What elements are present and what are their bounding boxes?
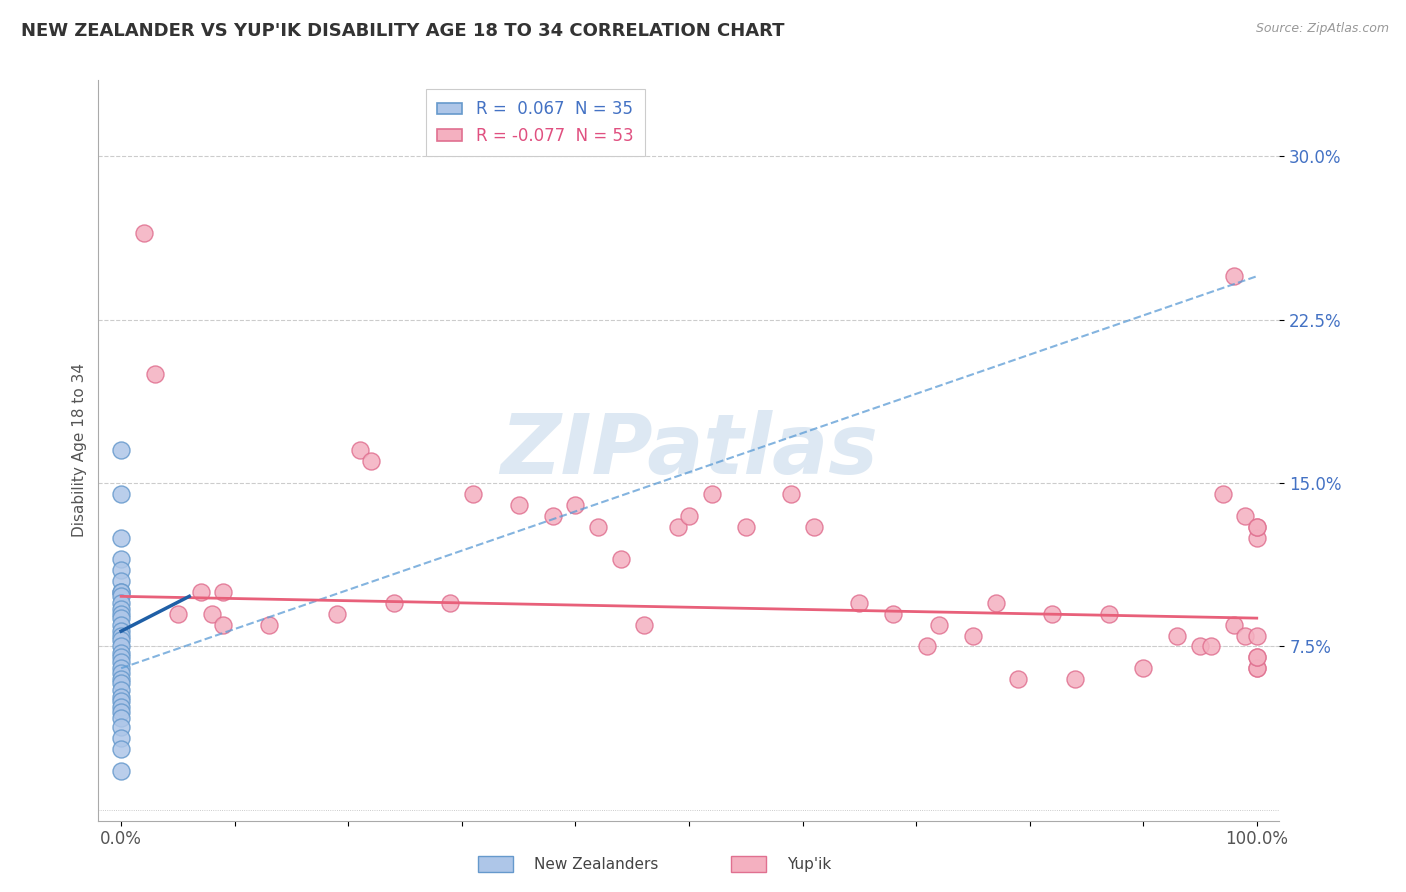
Point — [110, 574, 132, 588]
Point — [1223, 617, 1246, 632]
Point — [1246, 628, 1268, 642]
Point — [257, 617, 280, 632]
Point — [110, 590, 132, 604]
Point — [586, 519, 609, 533]
Point — [1223, 269, 1246, 284]
Point — [1246, 661, 1268, 675]
Point — [1098, 607, 1121, 621]
Point — [110, 602, 132, 616]
Point — [700, 487, 723, 501]
Point — [110, 764, 132, 778]
Text: NEW ZEALANDER VS YUP'IK DISABILITY AGE 18 TO 34 CORRELATION CHART: NEW ZEALANDER VS YUP'IK DISABILITY AGE 1… — [21, 22, 785, 40]
Point — [110, 705, 132, 719]
Point — [1246, 650, 1268, 665]
Point — [110, 661, 132, 675]
Point — [110, 683, 132, 698]
Point — [110, 741, 132, 756]
Point — [143, 368, 166, 382]
Point — [1212, 487, 1234, 501]
Point — [1007, 672, 1029, 686]
Point — [382, 596, 405, 610]
Point — [917, 640, 939, 654]
Text: ZIPatlas: ZIPatlas — [501, 410, 877, 491]
Text: Yup'ik: Yup'ik — [787, 857, 831, 871]
Text: Source: ZipAtlas.com: Source: ZipAtlas.com — [1256, 22, 1389, 36]
Point — [928, 617, 950, 632]
Point — [439, 596, 461, 610]
Point — [110, 585, 132, 599]
Point — [1040, 607, 1063, 621]
Point — [110, 563, 132, 577]
Point — [1234, 628, 1257, 642]
Point — [110, 655, 132, 669]
Point — [110, 443, 132, 458]
Point — [882, 607, 904, 621]
Point — [734, 519, 756, 533]
Point — [110, 665, 132, 680]
Point — [110, 694, 132, 708]
Point — [666, 519, 689, 533]
Point — [110, 611, 132, 625]
Point — [463, 487, 485, 501]
Point — [110, 552, 132, 566]
Point — [1246, 661, 1268, 675]
Point — [190, 585, 212, 599]
Point — [508, 498, 530, 512]
Point — [110, 628, 132, 642]
Point — [167, 607, 190, 621]
Point — [201, 607, 224, 621]
Point — [110, 672, 132, 686]
Point — [110, 585, 132, 599]
Legend: R =  0.067  N = 35, R = -0.077  N = 53: R = 0.067 N = 35, R = -0.077 N = 53 — [426, 88, 645, 156]
Point — [848, 596, 870, 610]
Point — [110, 487, 132, 501]
Point — [349, 443, 371, 458]
Text: New Zealanders: New Zealanders — [534, 857, 658, 871]
Point — [110, 632, 132, 647]
Point — [1246, 650, 1268, 665]
Point — [1246, 519, 1268, 533]
Point — [1246, 519, 1268, 533]
Y-axis label: Disability Age 18 to 34: Disability Age 18 to 34 — [72, 363, 87, 538]
Point — [110, 596, 132, 610]
Point — [110, 700, 132, 714]
Point — [1166, 628, 1188, 642]
Point — [110, 617, 132, 632]
Point — [110, 731, 132, 745]
Point — [110, 640, 132, 654]
Point — [803, 519, 825, 533]
Point — [541, 508, 564, 523]
Point — [1188, 640, 1211, 654]
Point — [984, 596, 1007, 610]
Point — [1246, 531, 1268, 545]
Point — [1234, 508, 1257, 523]
Point — [110, 607, 132, 621]
Point — [1201, 640, 1223, 654]
Point — [360, 454, 382, 468]
Point — [110, 720, 132, 734]
Point — [110, 646, 132, 660]
Point — [326, 607, 349, 621]
Point — [780, 487, 803, 501]
Point — [962, 628, 984, 642]
Point — [212, 585, 235, 599]
Point — [678, 508, 700, 523]
Point — [132, 226, 155, 240]
Point — [110, 650, 132, 665]
Point — [610, 552, 633, 566]
Point — [633, 617, 655, 632]
Point — [110, 676, 132, 690]
Point — [110, 711, 132, 725]
Point — [110, 690, 132, 704]
Point — [110, 624, 132, 639]
Point — [110, 531, 132, 545]
Point — [564, 498, 586, 512]
Point — [1132, 661, 1154, 675]
Point — [1064, 672, 1087, 686]
Point — [212, 617, 235, 632]
